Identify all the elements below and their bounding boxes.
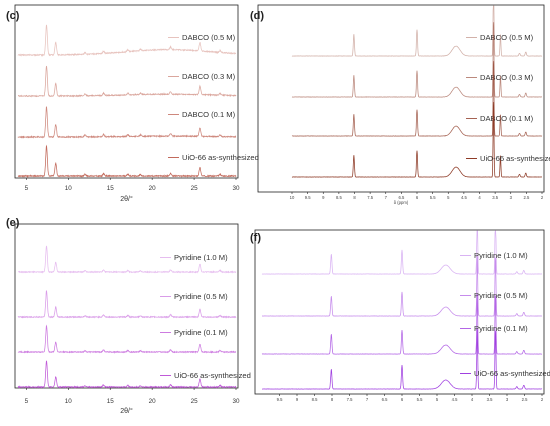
x-tick-label: 3.5 xyxy=(492,195,498,200)
series-line xyxy=(261,294,543,355)
x-tick-label: 4.5 xyxy=(452,397,458,402)
series-line xyxy=(291,22,542,98)
x-tick-label: 4.5 xyxy=(461,195,467,200)
x-tick-label: 30 xyxy=(232,185,240,192)
plot-frame xyxy=(14,223,239,389)
x-tick-label: 4 xyxy=(478,195,481,200)
x-tick-label: 7 xyxy=(385,195,388,200)
legend-label: Pyridine (0.5 M) xyxy=(174,292,228,301)
x-axis-label: 2θ/° xyxy=(120,195,133,203)
x-tick-label: 6.5 xyxy=(398,195,404,200)
x-tick-label: 2 xyxy=(541,397,544,402)
legend-label: Pyridine (1.0 M) xyxy=(474,251,528,260)
x-tick-label: 9.5 xyxy=(305,195,311,200)
x-tick-label: 5 xyxy=(25,398,29,405)
x-tick-label: 10 xyxy=(65,185,73,192)
legend-label: UiO-66 as-synthesized xyxy=(474,369,550,378)
series-line xyxy=(291,61,543,137)
series-line xyxy=(17,24,237,57)
series-line xyxy=(17,144,237,178)
x-tick-label: 9.5 xyxy=(277,397,283,402)
x-tick-label: 15 xyxy=(107,185,115,192)
plot-frame xyxy=(257,4,545,193)
x-tick-label: 5 xyxy=(447,195,450,200)
x-tick-label: 7.5 xyxy=(367,195,373,200)
plot-frame xyxy=(14,4,239,179)
panel-label: (f) xyxy=(250,232,261,244)
series-line xyxy=(262,329,543,390)
x-tick-label: 9 xyxy=(296,397,299,402)
x-tick-label: 2.5 xyxy=(523,195,529,200)
x-tick-label: 8 xyxy=(331,397,334,402)
x-tick-label: 20 xyxy=(149,185,157,192)
legend-label: DABCO (0.3 M) xyxy=(182,72,236,81)
panel-c: (c) 5 10 15 20 25 30 2θ/° DABCO (0.5 M) DABCO (0.… xyxy=(6,4,259,203)
series-line xyxy=(17,65,237,98)
panel-label: (d) xyxy=(250,10,264,22)
series-line xyxy=(291,101,542,178)
plot-frame xyxy=(254,229,545,395)
x-tick-label: 9 xyxy=(322,195,325,200)
x-tick-label: 30 xyxy=(232,398,240,405)
legend-label: Pyridine (0.1 M) xyxy=(174,328,228,337)
x-tick-label: 15 xyxy=(107,398,115,405)
x-axis-label: 2θ/° xyxy=(120,407,133,415)
x-tick-label: 7 xyxy=(366,397,369,402)
legend-label: DABCO (0.1 M) xyxy=(480,114,534,123)
legend-label: DABCO (0.3 M) xyxy=(480,73,534,82)
x-tick-label: 5 xyxy=(436,397,439,402)
x-tick-label: 25 xyxy=(191,185,199,192)
series-line xyxy=(261,230,543,275)
legend-label: DABCO (0.5 M) xyxy=(182,33,236,42)
x-tick-label: 5.5 xyxy=(430,195,436,200)
x-tick-label: 10 xyxy=(65,398,73,405)
panel-label: (e) xyxy=(6,217,20,229)
x-tick-label: 2 xyxy=(541,195,544,200)
panel-label: (c) xyxy=(6,10,20,22)
x-tick-label: 8.5 xyxy=(312,397,318,402)
x-tick-label: 8.5 xyxy=(336,195,342,200)
series-line xyxy=(17,290,237,319)
x-tick-label: 20 xyxy=(149,398,157,405)
x-tick-label: 7.5 xyxy=(347,397,353,402)
x-tick-label: 5.5 xyxy=(417,397,423,402)
legend-label: UiO-66 as-synthesized xyxy=(480,154,550,163)
panel-d: (d) 10 9.5 9 8.5 8 7.5 7 6.5 6 5.5 5 4.5 4 3.5 3 2.5 2 δ (… xyxy=(250,4,550,205)
series-line xyxy=(17,245,237,274)
series-line xyxy=(17,106,237,139)
legend-label: UiO-66 as-synthesized xyxy=(174,371,251,380)
x-tick-label: 2.5 xyxy=(522,397,528,402)
x-tick-label: 3.5 xyxy=(487,397,493,402)
series-line xyxy=(17,324,237,354)
x-tick-label: 6 xyxy=(401,397,404,402)
series-line xyxy=(291,5,543,57)
panel-f: (f) 9.5 9 8.5 8 7.5 7 6.5 6 5.5 5 4.5 4 3.5 3 2.5 2 Pyrid… xyxy=(250,229,550,402)
x-tick-label: 6.5 xyxy=(382,397,388,402)
legend-label: Pyridine (1.0 M) xyxy=(174,253,228,262)
x-tick-label: 6 xyxy=(416,195,419,200)
legend-label: Pyridine (0.1 M) xyxy=(474,324,528,333)
x-tick-label: 3 xyxy=(506,397,509,402)
legend-label: Pyridine (0.5 M) xyxy=(474,291,528,300)
legend-label: DABCO (0.5 M) xyxy=(480,33,534,42)
legend-label: DABCO (0.1 M) xyxy=(182,110,236,119)
x-tick-label: 3 xyxy=(510,195,513,200)
x-tick-label: 25 xyxy=(191,398,199,405)
x-tick-label: 4 xyxy=(471,397,474,402)
panel-e: (e) 5 10 15 20 25 30 2θ/° Pyridine (1.0 M) Pyridi… xyxy=(6,217,251,415)
series-line xyxy=(262,256,542,317)
legend-label: UiO-66 as-synthesized xyxy=(182,153,259,162)
x-axis-label: δ (ppm) xyxy=(394,200,409,205)
x-tick-label: 10 xyxy=(290,195,295,200)
x-tick-label: 5 xyxy=(25,185,29,192)
x-tick-label: 8 xyxy=(353,195,356,200)
series-line xyxy=(17,360,237,389)
